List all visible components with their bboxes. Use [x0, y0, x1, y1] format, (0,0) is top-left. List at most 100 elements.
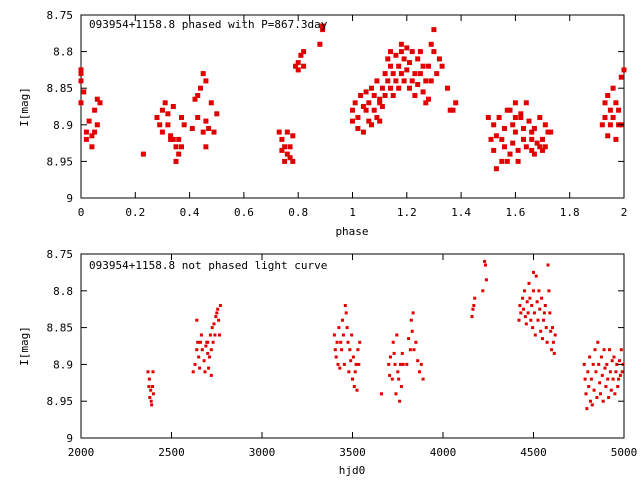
phased-data-point — [398, 41, 404, 47]
unphased-data-point — [393, 362, 397, 366]
unphased-data-point — [408, 348, 412, 352]
phased-data-point — [211, 129, 217, 135]
unphased-data-point — [414, 340, 418, 344]
unphased-data-point — [389, 355, 392, 359]
unphased-data-point — [191, 370, 195, 374]
unphased-data-point — [209, 373, 213, 377]
unphased-data-point — [197, 355, 201, 359]
unphased-data-point — [213, 333, 217, 337]
unphased-data-point — [217, 318, 221, 322]
phased-data-point — [86, 118, 92, 124]
unphased-y-tick-label: 8.95 — [47, 395, 74, 408]
unphased-data-point — [411, 311, 415, 315]
phased-data-point — [607, 107, 613, 113]
phased-data-point — [81, 89, 87, 95]
unphased-data-point — [519, 311, 523, 315]
phased-data-point — [168, 136, 174, 142]
unphased-data-point — [611, 377, 615, 381]
unphased-data-point — [471, 307, 475, 311]
unphased-data-point — [528, 296, 532, 300]
phased-data-point — [317, 41, 323, 47]
unphased-data-point — [539, 329, 543, 333]
phased-data-point — [415, 56, 421, 62]
unphased-data-point — [603, 366, 607, 370]
unphased-data-point — [547, 289, 551, 293]
unphased-data-point — [533, 333, 537, 337]
unphased-data-point — [553, 333, 557, 337]
phased-data-point — [189, 126, 195, 131]
phased-data-point — [363, 89, 369, 95]
phased-data-point — [176, 136, 182, 142]
phased-data-point — [176, 151, 182, 157]
phased-data-point — [485, 115, 491, 120]
phased-data-point — [170, 136, 176, 142]
unphased-data-point — [605, 362, 609, 366]
phased-data-point — [320, 23, 326, 29]
unphased-data-point — [601, 399, 605, 403]
phased-data-point — [200, 129, 206, 135]
unphased-data-point — [526, 311, 530, 315]
phased-data-point — [521, 126, 526, 131]
unphased-data-point — [339, 340, 343, 344]
unphased-data-point — [215, 311, 219, 315]
phased-data-point — [390, 71, 396, 77]
unphased-data-point — [536, 318, 540, 322]
unphased-data-point — [333, 348, 337, 352]
phased-data-point — [426, 96, 431, 102]
unphased-data-point — [608, 348, 611, 352]
phased-data-point — [412, 71, 418, 77]
unphased-data-point — [615, 362, 619, 366]
unphased-data-point — [419, 362, 423, 366]
unphased-data-point — [147, 385, 151, 388]
unphased-data-point — [208, 333, 212, 337]
unphased-data-point — [199, 340, 202, 344]
unphased-data-point — [616, 385, 620, 388]
unphased-data-point — [608, 370, 612, 374]
phased-data-point — [534, 140, 540, 146]
phased-x-tick-label: 1.8 — [560, 206, 580, 219]
phased-plot-frame — [80, 14, 625, 199]
unphased-data-point — [147, 377, 151, 381]
phased-data-point — [401, 78, 407, 84]
unphased-data-point — [193, 362, 197, 366]
phased-data-point — [493, 133, 499, 139]
unphased-data-point — [598, 381, 602, 385]
unphased-y-axis-label: I[mag] — [18, 326, 31, 366]
unphased-data-point — [341, 333, 345, 337]
phased-data-point — [491, 147, 497, 153]
unphased-data-point — [399, 362, 402, 366]
unphased-data-point — [551, 340, 555, 344]
unphased-data-point — [345, 326, 349, 330]
phased-data-point — [385, 56, 391, 62]
unphased-data-point — [535, 300, 539, 304]
phased-data-point — [350, 107, 355, 113]
unphased-data-point — [405, 362, 409, 366]
phased-data-point — [540, 136, 545, 142]
phased-data-point — [78, 78, 84, 84]
phased-data-point — [94, 122, 100, 128]
unphased-data-point — [597, 362, 601, 366]
phased-data-point — [388, 49, 393, 55]
phased-data-point — [453, 100, 459, 106]
unphased-data-point — [351, 377, 354, 381]
phased-data-point — [192, 96, 198, 102]
phased-data-point — [363, 107, 369, 113]
unphased-data-point — [521, 296, 525, 300]
phased-data-point — [352, 100, 358, 106]
phased-data-point — [502, 144, 507, 150]
unphased-x-tick-label: 3500 — [339, 446, 366, 459]
phased-data-point — [282, 158, 288, 164]
unphased-data-point — [550, 348, 554, 352]
phased-data-point — [374, 115, 380, 120]
phased-data-point — [165, 111, 171, 117]
unphased-data-point — [214, 315, 218, 319]
unphased-data-point — [380, 392, 383, 396]
phased-data-point — [388, 63, 393, 69]
phased-data-point — [407, 85, 412, 91]
unphased-data-point — [588, 355, 592, 359]
phased-data-point — [428, 41, 434, 47]
unphased-data-point — [212, 322, 216, 326]
phased-data-point — [279, 136, 285, 142]
unphased-data-point — [541, 337, 544, 341]
unphased-data-point — [589, 377, 593, 381]
